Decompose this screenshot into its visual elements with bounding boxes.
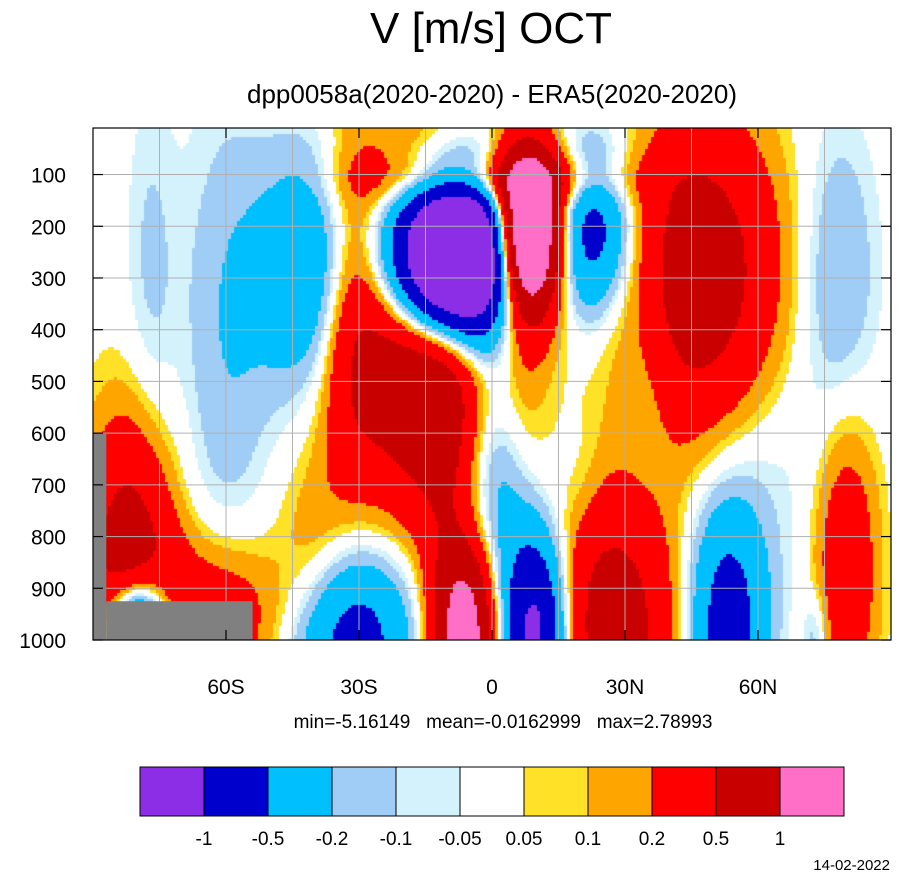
colorbar-label: -0.05 bbox=[438, 829, 481, 850]
x-axis: 60S 30S 0 30N 60N bbox=[207, 128, 777, 699]
colorbar-box bbox=[779, 766, 845, 817]
x-tick-label: 30S bbox=[340, 676, 377, 699]
y-tick-label: 600 bbox=[31, 423, 66, 446]
colorbar-label: 0.2 bbox=[639, 829, 665, 850]
x-tick-label: 60N bbox=[739, 676, 778, 699]
y-tick-label: 100 bbox=[31, 165, 66, 188]
y-tick-label: 500 bbox=[31, 371, 66, 394]
y-tick-label: 400 bbox=[31, 320, 66, 343]
colorbar-label: -0.5 bbox=[252, 829, 285, 850]
x-tick-label: 60S bbox=[207, 676, 244, 699]
colorbar-box bbox=[651, 766, 717, 817]
y-tick-label: 200 bbox=[31, 216, 66, 239]
y-tick-label: 800 bbox=[31, 527, 66, 550]
y-tick-label: 700 bbox=[31, 475, 66, 498]
chart-subtitle: dpp0058a(2020-2020) - ERA5(2020-2020) bbox=[247, 79, 737, 109]
colorbar-label: -1 bbox=[196, 829, 213, 850]
colorbar-box bbox=[459, 766, 525, 817]
colorbar-label: 0.5 bbox=[703, 829, 729, 850]
colorbar-box bbox=[523, 766, 589, 817]
colorbar-label: 0.1 bbox=[575, 829, 601, 850]
colorbar-box bbox=[395, 766, 461, 817]
y-axis: 100 200 300 400 500 600 700 800 900 1000 bbox=[19, 165, 891, 653]
y-tick-label: 1000 bbox=[19, 630, 66, 653]
stats-line: min=-5.16149 mean=-0.0162999 max=2.78993 bbox=[294, 712, 713, 733]
colorbar-label: 0.05 bbox=[506, 829, 543, 850]
y-tick-label: 900 bbox=[31, 578, 66, 601]
chart-title: V [m/s] OCT bbox=[370, 4, 612, 53]
colorbar-label: 1 bbox=[775, 829, 786, 850]
x-tick-label: 0 bbox=[486, 676, 498, 699]
colorbar-box bbox=[331, 766, 397, 817]
colorbar: -1 -0.5 -0.2 -0.1 -0.05 0.05 0.1 0.2 0.5 1 bbox=[139, 766, 845, 850]
date-label: 14-02-2022 bbox=[813, 857, 890, 874]
colorbar-box bbox=[139, 766, 205, 817]
colorbar-label: -0.1 bbox=[380, 829, 413, 850]
colorbar-label: -0.2 bbox=[316, 829, 349, 850]
colorbar-box bbox=[267, 766, 333, 817]
missing-data-region bbox=[106, 601, 253, 640]
grid-lines bbox=[93, 128, 891, 641]
colorbar-box bbox=[203, 766, 269, 817]
x-tick-label: 30N bbox=[606, 676, 645, 699]
colorbar-box bbox=[587, 766, 653, 817]
colorbar-box bbox=[715, 766, 781, 817]
y-tick-label: 300 bbox=[31, 268, 66, 291]
